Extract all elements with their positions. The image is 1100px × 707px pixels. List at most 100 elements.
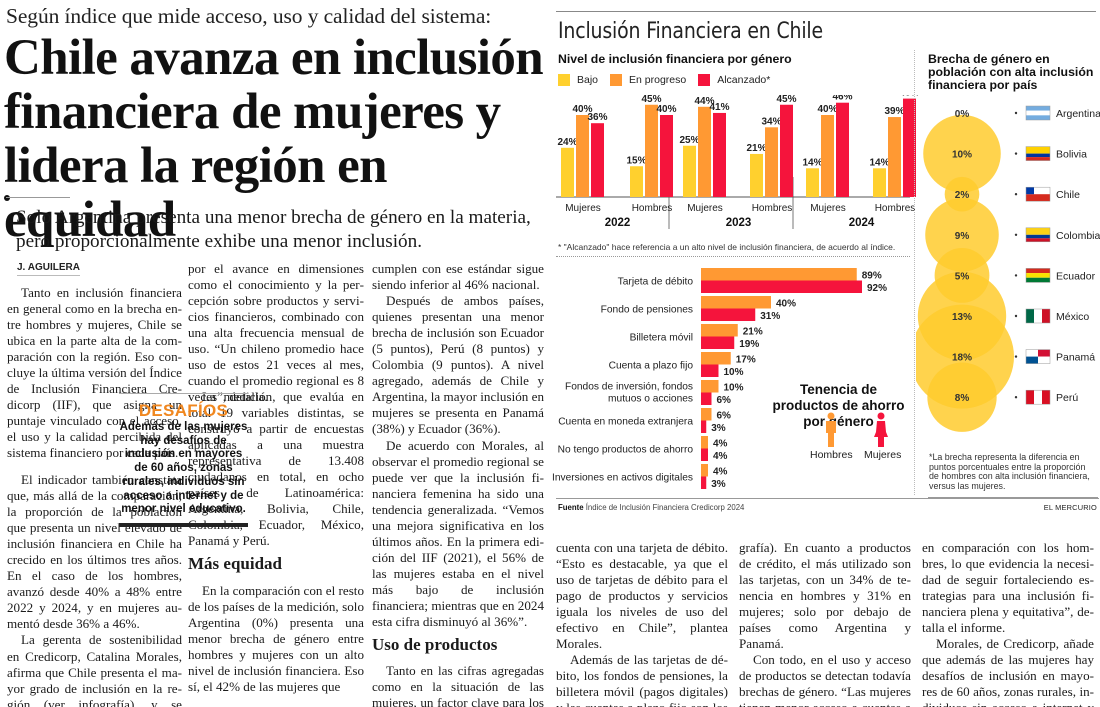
bar-value-label: 14% <box>869 157 889 168</box>
bar-value-label: 4% <box>713 451 728 462</box>
bar-value-label: 45% <box>776 95 796 105</box>
bar-value-label: 17% <box>736 355 756 366</box>
category-label: Billetera móvil <box>630 333 693 344</box>
bar <box>873 168 886 197</box>
country-label: Ecuador <box>1056 270 1096 282</box>
grouped-bar-chart: 24%40%36%Mujeres15%45%40%Hombres25%44%41… <box>556 95 918 229</box>
leader-dot <box>1014 193 1018 196</box>
headline-rule <box>6 197 70 198</box>
country-label: Argentina <box>1056 108 1100 120</box>
chart-legend: Bajo En progreso Alcanzado* <box>558 74 770 86</box>
bar <box>750 153 763 197</box>
legend-item-bajo: Bajo <box>558 74 598 86</box>
kicker: Según índice que mide acceso, uso y cali… <box>6 4 492 28</box>
legend-label: Bajo <box>577 74 599 86</box>
horizontal-bar-chart: Tarjeta de débito 89%92% Fondo de pensione… <box>552 268 887 490</box>
paragraph: por el avance en dimensiones como el con… <box>188 261 364 405</box>
legend-item-en-progreso: En progreso <box>610 74 686 86</box>
leader-dot <box>1014 111 1018 115</box>
bar-value-label: 40% <box>776 299 796 310</box>
bar-value-label: 44% <box>694 96 714 107</box>
bar <box>821 115 834 197</box>
article-column-2-lower: La medición, que evalúa en total 19 vari… <box>188 389 364 695</box>
paragraph: Con todo, en el uso y acceso de producto… <box>739 652 911 707</box>
paragraph: En la comparación con el resto de los pa… <box>188 582 364 694</box>
year-label: 2022 <box>605 217 631 229</box>
article-column-3: cumplen con ese estándar sigue siendo in… <box>372 261 544 707</box>
country-label: México <box>1056 311 1089 323</box>
article-column-2: por el avance en dimensiones como el con… <box>188 261 364 405</box>
paragraph: grafía). En cuanto a productos de crédit… <box>739 540 911 652</box>
bar-value-label: 24% <box>557 137 577 148</box>
category-label: Cuenta a plazo fijo <box>609 361 694 372</box>
source-line: Fuente Índice de Inclusión Financiera Cr… <box>558 503 744 512</box>
category-label: Mujeres <box>565 203 601 214</box>
bar <box>698 106 711 197</box>
bar <box>701 308 756 321</box>
leader-dot <box>1014 274 1018 277</box>
infographic-top-rule <box>556 11 1096 12</box>
box-text: Además de las mujeres hay desafíos de in… <box>119 421 248 516</box>
bar <box>780 104 793 197</box>
desafios-box: DESAFÍOS Además de las mujeres hay desaf… <box>119 393 248 527</box>
legend-label: En progreso <box>629 74 687 86</box>
bar-value-label: 46% <box>832 95 852 103</box>
bubble-value-label: 18% <box>952 353 972 364</box>
bar <box>630 166 643 197</box>
bar-value-label: 6% <box>717 411 732 422</box>
bar <box>701 364 719 377</box>
bar <box>888 117 901 197</box>
article-column-6: en comparación con los hom­bres, lo que … <box>922 540 1094 707</box>
bar <box>660 115 673 197</box>
country-label: Chile <box>1056 189 1080 201</box>
legend-men-label: Hombres <box>810 449 853 461</box>
paragraph: De acuerdo con Morales, al observar el p… <box>372 437 544 630</box>
paragraph: La medición, que evalúa en total 19 vari… <box>188 389 364 549</box>
bar-value-label: 10% <box>724 367 744 378</box>
bubble-value-label: 0% <box>955 109 970 120</box>
legend-swatch <box>558 74 570 86</box>
category-label: Hombres <box>875 203 916 214</box>
bar <box>765 127 778 197</box>
bar <box>701 268 857 281</box>
article-column-1: Tanto en inclusión financiera en general… <box>7 285 182 475</box>
country-label: Panamá <box>1056 352 1095 364</box>
gap-chart-title: Brecha de género en población con alta i… <box>928 52 1094 92</box>
bar <box>701 280 862 293</box>
bar-value-label: 34% <box>761 116 781 127</box>
category-label: mutuos o acciones <box>608 394 693 405</box>
bar-value-label: 89% <box>862 271 882 282</box>
man-icon <box>826 412 836 447</box>
bubble-value-label: 13% <box>952 312 972 323</box>
legend-label: Alcanzado* <box>717 74 771 86</box>
source-text: Índice de Inclusión Financiera Credicorp… <box>585 503 745 512</box>
bubble <box>927 362 997 432</box>
bar <box>701 408 712 421</box>
paragraph: en comparación con los hom­bres, lo que … <box>922 540 1094 636</box>
tenencia-title: Tenencia de productos de ahorro por géne… <box>772 382 905 429</box>
bubble-value-label: 5% <box>955 271 970 282</box>
bar-value-label: 4% <box>713 467 728 478</box>
bar-value-label: 40% <box>572 104 592 115</box>
country-label: Perú <box>1056 392 1078 404</box>
bar <box>576 115 589 197</box>
article-column-4: cuenta con una tarjeta de débito. “Esto … <box>556 540 728 707</box>
bar-value-label: 41% <box>709 102 729 113</box>
bubble-value-label: 2% <box>955 190 970 201</box>
country-label: Colombia <box>1056 230 1100 242</box>
infographic: Inclusión Financiera en Chile Nivel de i… <box>548 0 1100 530</box>
bar-value-label: 10% <box>724 383 744 394</box>
year-label: 2023 <box>726 217 752 229</box>
subhead-mas-equidad: Más equidad <box>188 554 282 574</box>
publisher-brand: EL MERCURIO <box>1043 503 1097 512</box>
leader-dot <box>1014 314 1018 318</box>
year-label: 2024 <box>849 217 875 229</box>
paragraph: Tanto en inclusión financiera en general… <box>7 285 182 461</box>
bar <box>701 436 708 449</box>
flag-ecuador-icon <box>1025 268 1051 283</box>
paragraph: El indicador tam­bién constata que, más … <box>7 472 182 632</box>
bubble <box>925 198 999 272</box>
bar <box>701 380 719 393</box>
source-label: Fuente <box>558 503 584 512</box>
bar <box>683 145 696 197</box>
